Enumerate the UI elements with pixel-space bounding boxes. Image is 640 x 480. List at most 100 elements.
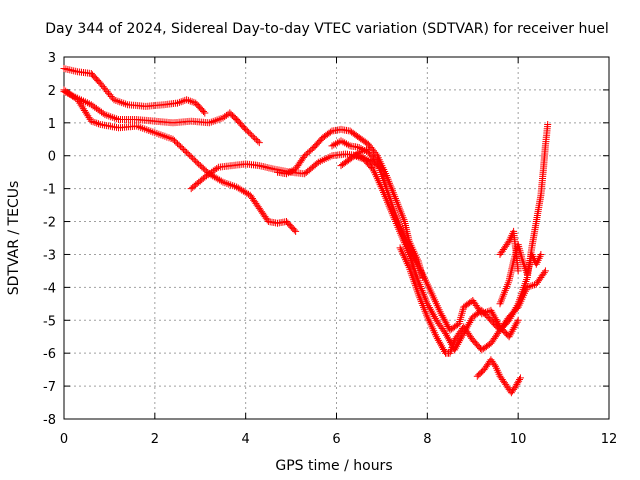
data-point-markers xyxy=(423,300,439,322)
data-point-markers xyxy=(405,237,421,263)
data-point-markers xyxy=(373,158,390,191)
x-tick-label: 6 xyxy=(332,432,340,447)
data-point-markers xyxy=(60,65,80,75)
data-point-markers xyxy=(233,183,252,198)
data-point-marker xyxy=(292,227,300,235)
data-point-markers xyxy=(142,101,166,110)
series-track-9 xyxy=(473,356,524,397)
data-point-markers xyxy=(301,145,316,160)
series-track-8 xyxy=(396,120,552,357)
data-point-markers xyxy=(187,174,207,193)
data-point-markers xyxy=(360,155,375,171)
data-point-markers xyxy=(337,137,352,149)
data-point-markers xyxy=(378,185,399,224)
data-point-markers xyxy=(283,166,298,178)
data-point-markers xyxy=(255,162,275,172)
y-tick-label: 1 xyxy=(48,117,56,132)
data-point-markers xyxy=(246,191,262,211)
data-point-markers xyxy=(541,123,551,150)
y-tick-label: -3 xyxy=(43,248,56,263)
data-point-markers xyxy=(124,101,148,110)
data-point-markers xyxy=(487,356,498,369)
data-point-markers xyxy=(283,218,298,234)
data-series xyxy=(60,65,552,397)
data-point-markers xyxy=(151,117,175,127)
data-point-markers xyxy=(401,218,413,243)
data-point-markers xyxy=(428,290,444,316)
data-point-marker xyxy=(201,109,209,117)
data-point-marker xyxy=(364,145,372,153)
data-point-markers xyxy=(478,306,494,323)
data-point-markers xyxy=(115,122,139,132)
data-point-markers xyxy=(201,165,221,181)
data-point-markers xyxy=(355,146,370,156)
data-point-markers xyxy=(319,128,334,142)
chart-title: Day 344 of 2024, Sidereal Day-to-day VTE… xyxy=(45,21,608,37)
data-point-markers xyxy=(514,276,531,308)
data-point-markers xyxy=(355,134,371,147)
data-point-marker xyxy=(255,139,263,147)
data-point-markers xyxy=(512,376,523,390)
data-point-markers xyxy=(314,153,334,166)
x-tick-label: 12 xyxy=(601,432,618,447)
data-point-markers xyxy=(346,127,362,140)
data-point-markers xyxy=(460,323,476,342)
y-tick-label: -2 xyxy=(43,216,56,231)
data-point-markers xyxy=(414,277,431,306)
data-point-markers xyxy=(183,96,198,106)
y-tick-label: -4 xyxy=(43,281,56,296)
data-point-markers xyxy=(160,99,180,109)
x-tick-label: 0 xyxy=(60,432,68,447)
data-point-markers xyxy=(337,156,353,170)
data-point-markers xyxy=(507,384,519,397)
data-point-markers xyxy=(539,144,549,176)
data-point-markers xyxy=(369,165,385,191)
data-point-markers xyxy=(383,172,399,201)
series-track-2 xyxy=(60,88,263,147)
data-point-markers xyxy=(478,340,493,354)
data-point-marker xyxy=(516,374,524,382)
data-point-markers xyxy=(310,135,326,151)
data-point-markers xyxy=(226,109,239,122)
data-point-markers xyxy=(169,135,189,155)
data-point-markers xyxy=(432,316,448,336)
x-tick-label: 10 xyxy=(510,432,527,447)
data-point-markers xyxy=(87,70,103,86)
y-axis-label: SDTVAR / TECUs xyxy=(6,181,22,296)
data-point-markers xyxy=(496,279,512,308)
data-point-markers xyxy=(532,269,548,288)
data-point-markers xyxy=(364,140,380,158)
series-track-10 xyxy=(496,241,545,308)
data-point-markers xyxy=(169,117,193,127)
data-point-markers xyxy=(74,96,94,123)
series-track-1 xyxy=(60,65,209,117)
data-point-markers xyxy=(187,117,211,127)
series-track-3 xyxy=(60,86,300,235)
data-point-markers xyxy=(446,338,458,357)
data-point-markers xyxy=(410,254,426,276)
y-tick-label: -8 xyxy=(43,413,56,428)
data-point-markers xyxy=(505,318,521,341)
y-tick-label: 2 xyxy=(48,84,56,99)
data-point-markers xyxy=(496,318,512,334)
data-point-markers xyxy=(537,170,547,199)
data-point-markers xyxy=(392,218,412,256)
y-tick-label: 3 xyxy=(48,51,56,66)
data-point-markers xyxy=(192,99,207,115)
data-point-marker xyxy=(544,120,552,128)
data-point-markers xyxy=(392,195,408,224)
y-tick-label: -7 xyxy=(43,380,56,395)
data-point-markers xyxy=(505,259,517,285)
data-point-markers xyxy=(101,111,121,123)
y-tick-label: -5 xyxy=(43,314,56,329)
data-point-markers xyxy=(528,220,540,252)
y-tick-label: 0 xyxy=(48,150,56,165)
data-point-markers xyxy=(423,313,439,339)
data-point-markers xyxy=(383,185,399,217)
data-point-markers xyxy=(328,138,343,150)
data-point-markers xyxy=(233,116,248,132)
data-point-markers xyxy=(96,121,120,131)
data-point-marker xyxy=(514,316,522,324)
